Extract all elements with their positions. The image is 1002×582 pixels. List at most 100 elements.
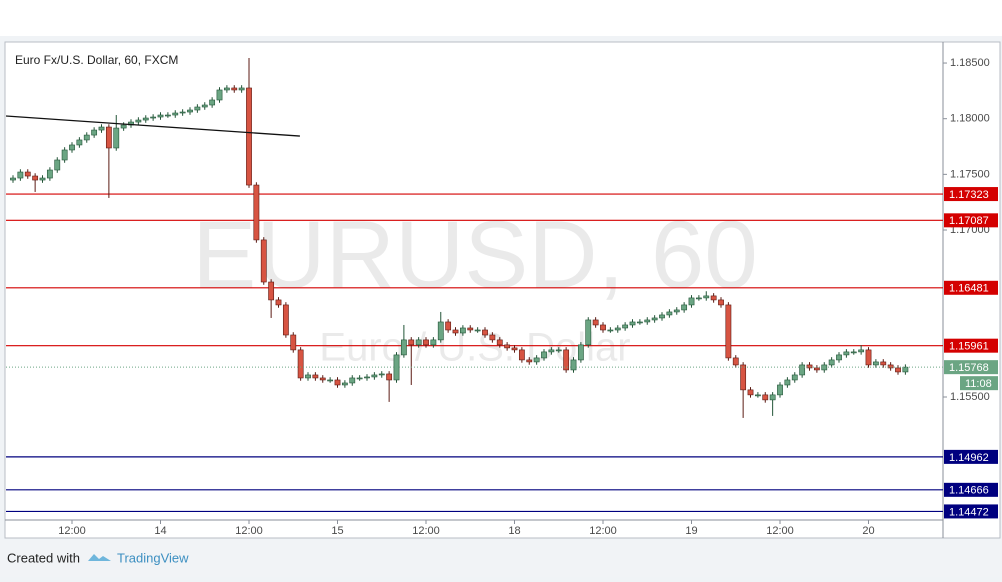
chart-frame: [4, 41, 1001, 539]
candle-body: [636, 321, 643, 324]
candle-body: [754, 394, 761, 397]
level-label-box: [944, 187, 998, 202]
candle-body: [813, 367, 820, 371]
candle-body: [10, 177, 16, 181]
candle-body: [673, 309, 680, 313]
candle-body: [865, 349, 872, 366]
candle-body: [577, 344, 584, 361]
candle-body: [386, 373, 393, 381]
candle-body: [895, 367, 901, 373]
candle-body: [430, 339, 437, 346]
candle-body: [482, 329, 488, 336]
candle-body: [378, 373, 385, 376]
candle-body: [142, 117, 149, 121]
candle-body: [172, 112, 179, 116]
candle-body: [120, 124, 127, 129]
candle-body: [253, 184, 260, 241]
candle-body: [54, 159, 61, 171]
x-tick-label: 12:00: [235, 525, 263, 537]
candle-body: [312, 374, 319, 379]
candle-body: [688, 297, 695, 306]
x-tick-label: 14: [154, 525, 166, 537]
candle-body: [710, 295, 717, 301]
footer-brand[interactable]: TradingView: [117, 550, 189, 565]
candle-body: [872, 361, 879, 366]
candle-body: [607, 329, 614, 332]
candle-body: [135, 119, 142, 123]
candle-body: [371, 374, 378, 378]
candle-body: [297, 349, 304, 379]
trend-line: [5, 115, 300, 137]
level-label-box: [944, 280, 998, 295]
x-tick-label: 12:00: [58, 525, 86, 537]
candle-body: [334, 379, 341, 386]
candle-body: [157, 114, 164, 118]
candle-body: [821, 364, 828, 371]
candle-body: [740, 364, 747, 391]
candle-body: [843, 351, 850, 356]
y-tick-label: 1.15500: [950, 391, 990, 403]
level-label: 1.16481: [949, 283, 989, 295]
candle-body: [201, 104, 208, 108]
level-label-box: [944, 482, 998, 497]
candle-body: [467, 327, 474, 331]
candle-body: [349, 377, 356, 384]
candle-body: [489, 334, 496, 341]
candle-body: [437, 321, 444, 341]
countdown-box: [960, 376, 998, 391]
candle-body: [518, 349, 525, 361]
candle-body: [275, 299, 282, 306]
candle-body: [666, 311, 673, 316]
candle-body: [828, 359, 835, 366]
candle-body: [164, 114, 171, 117]
footer: [0, 540, 1002, 577]
candle-body: [791, 374, 798, 381]
candle-body: [356, 377, 363, 380]
candle-body: [452, 329, 459, 334]
watermark-subtitle: Euro / U.S. Dollar: [319, 326, 630, 370]
candle-body: [541, 351, 547, 359]
candle-body: [563, 349, 570, 371]
candle-body: [39, 177, 46, 181]
level-label: 1.14962: [949, 452, 989, 464]
candle-body: [98, 126, 105, 131]
y-tick-label: 1.18000: [950, 113, 990, 125]
level-label-box: [944, 338, 998, 353]
plot: [5, 58, 943, 513]
candle-body: [24, 171, 31, 177]
candle-body: [511, 347, 518, 351]
candle-body: [445, 321, 452, 331]
candle-body: [799, 364, 806, 376]
candle-body: [17, 171, 24, 179]
x-tick-label: 20: [862, 525, 874, 537]
candle-body: [784, 379, 791, 386]
candle-body: [474, 329, 481, 332]
y-tick-label: 1.17500: [950, 168, 990, 180]
candle-body: [216, 89, 223, 101]
candle-body: [614, 327, 621, 331]
candle-body: [806, 364, 813, 369]
last-price-box: [944, 360, 998, 375]
level-label: 1.17323: [949, 189, 989, 201]
candle-body: [364, 376, 370, 379]
candle-body: [504, 344, 511, 349]
candle-body: [548, 349, 555, 353]
candle-body: [231, 87, 238, 91]
watermark: EURUSD, 60: [192, 201, 758, 308]
candle-body: [555, 349, 562, 352]
level-label: 1.14472: [949, 506, 989, 518]
footer-prefix: Created with: [7, 550, 80, 565]
level-label: 1.14666: [949, 485, 989, 497]
top-bar: [0, 0, 1002, 36]
candle-body: [747, 389, 754, 396]
candle-body: [194, 106, 201, 111]
candle-body: [703, 295, 710, 299]
candle-body: [695, 297, 702, 300]
countdown-label: 11:08: [965, 378, 992, 390]
candle-body: [91, 129, 98, 136]
candle-body: [423, 339, 429, 346]
candle-body: [592, 319, 599, 326]
candle-body: [850, 351, 857, 354]
